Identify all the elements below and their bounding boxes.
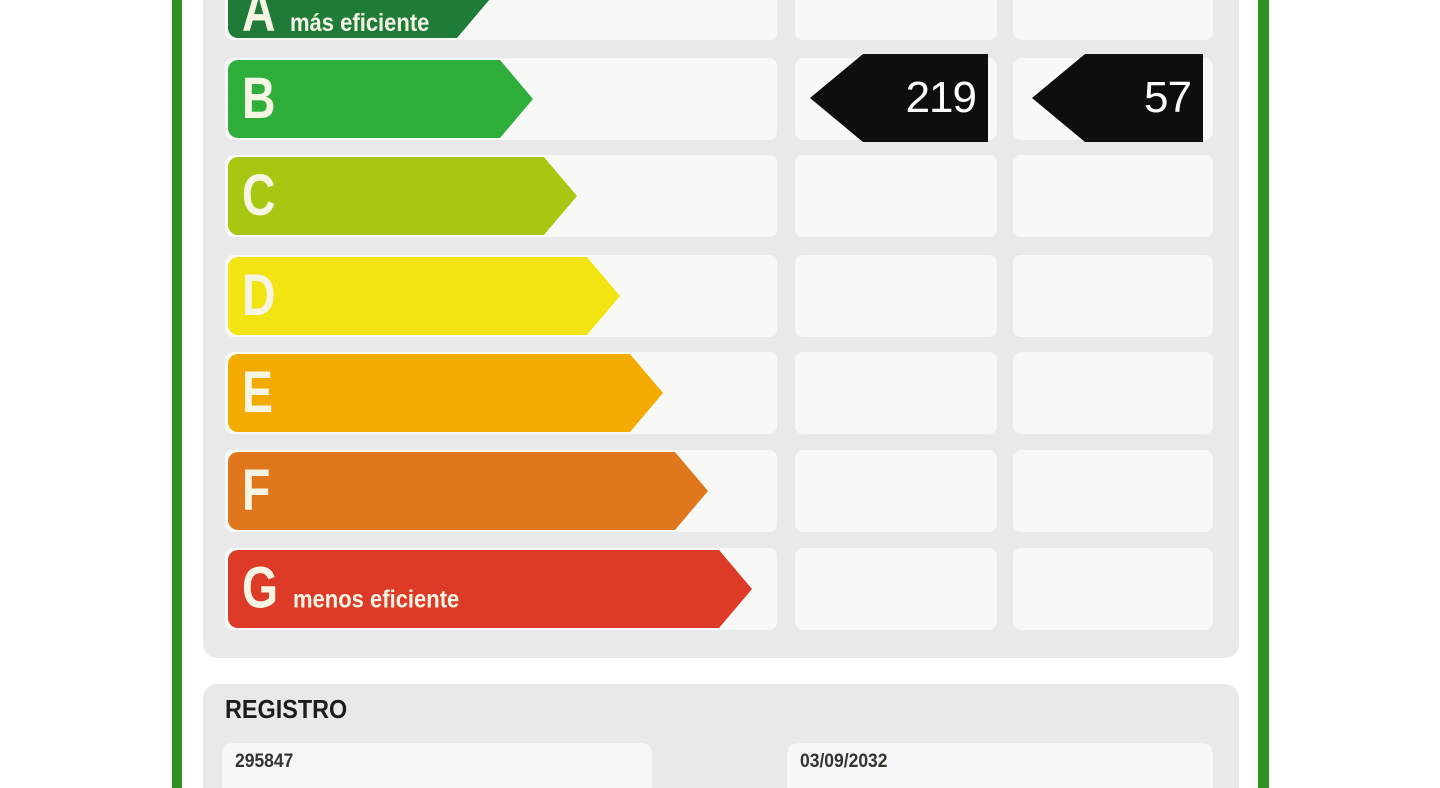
consumption-value: 219 [905,73,977,122]
rating-sublabel-a: más eficiente [289,9,430,37]
registro-panel: REGISTRO 295847 03/09/2032 [203,684,1239,788]
cell-f-2 [795,450,997,532]
left-green-border [172,0,182,788]
rating-letter-e: E [242,360,273,425]
rating-arrow-a: A más eficiente [228,0,490,44]
cell-d-3 [1013,255,1213,337]
rating-letter-b: B [242,66,276,131]
cell-g-2 [795,548,997,630]
cell-f-3 [1013,450,1213,532]
rating-arrow-c: C [228,157,577,235]
registro-date-value: 03/09/2032 [800,751,888,772]
arrow-tip-icon [630,354,663,432]
rating-letter-g: G [242,555,278,621]
arrow-tip-icon [500,60,533,138]
rating-letter-c: C [242,163,276,228]
cell-c-2 [795,155,997,237]
rating-letter-a: A [242,0,276,44]
arrow-tip-icon [719,550,752,628]
scale-row-f: F [225,450,1217,532]
rating-sublabel-g: menos eficiente [293,585,460,614]
rating-arrow-f: F [228,452,708,530]
rating-arrow-e: E [228,354,663,432]
cell-e-3 [1013,352,1213,434]
scale-row-d: D [225,255,1217,337]
cell-d-2 [795,255,997,337]
registro-title: REGISTRO [225,694,348,724]
cell-e-2 [795,352,997,434]
emissions-value: 57 [1144,73,1192,122]
efficiency-scale-panel: A más eficiente B [203,0,1239,658]
arrow-tip-icon [587,257,620,335]
scale-row-g: G menos eficiente [225,548,1217,630]
registro-number-value: 295847 [235,751,294,772]
arrow-tip-icon [544,157,577,235]
cell-g-3 [1013,548,1213,630]
scale-row-c: C [225,155,1217,237]
scale-row-a: A más eficiente [225,0,1217,44]
cell-c-3 [1013,155,1213,237]
right-green-border [1258,0,1269,788]
rating-letter-f: F [242,458,270,523]
registro-number-field[interactable]: 295847 [222,743,652,788]
rating-letter-d: D [242,263,276,328]
cell-a-2 [795,0,997,40]
arrow-tip-icon [457,0,490,38]
registro-date-field[interactable]: 03/09/2032 [787,743,1213,788]
arrow-tip-icon [675,452,708,530]
rating-arrow-g: G menos eficiente [228,550,752,628]
cell-a-3 [1013,0,1213,40]
rating-arrow-d: D [228,257,620,335]
rating-arrow-b: B [228,60,533,138]
scale-row-e: E [225,352,1217,434]
